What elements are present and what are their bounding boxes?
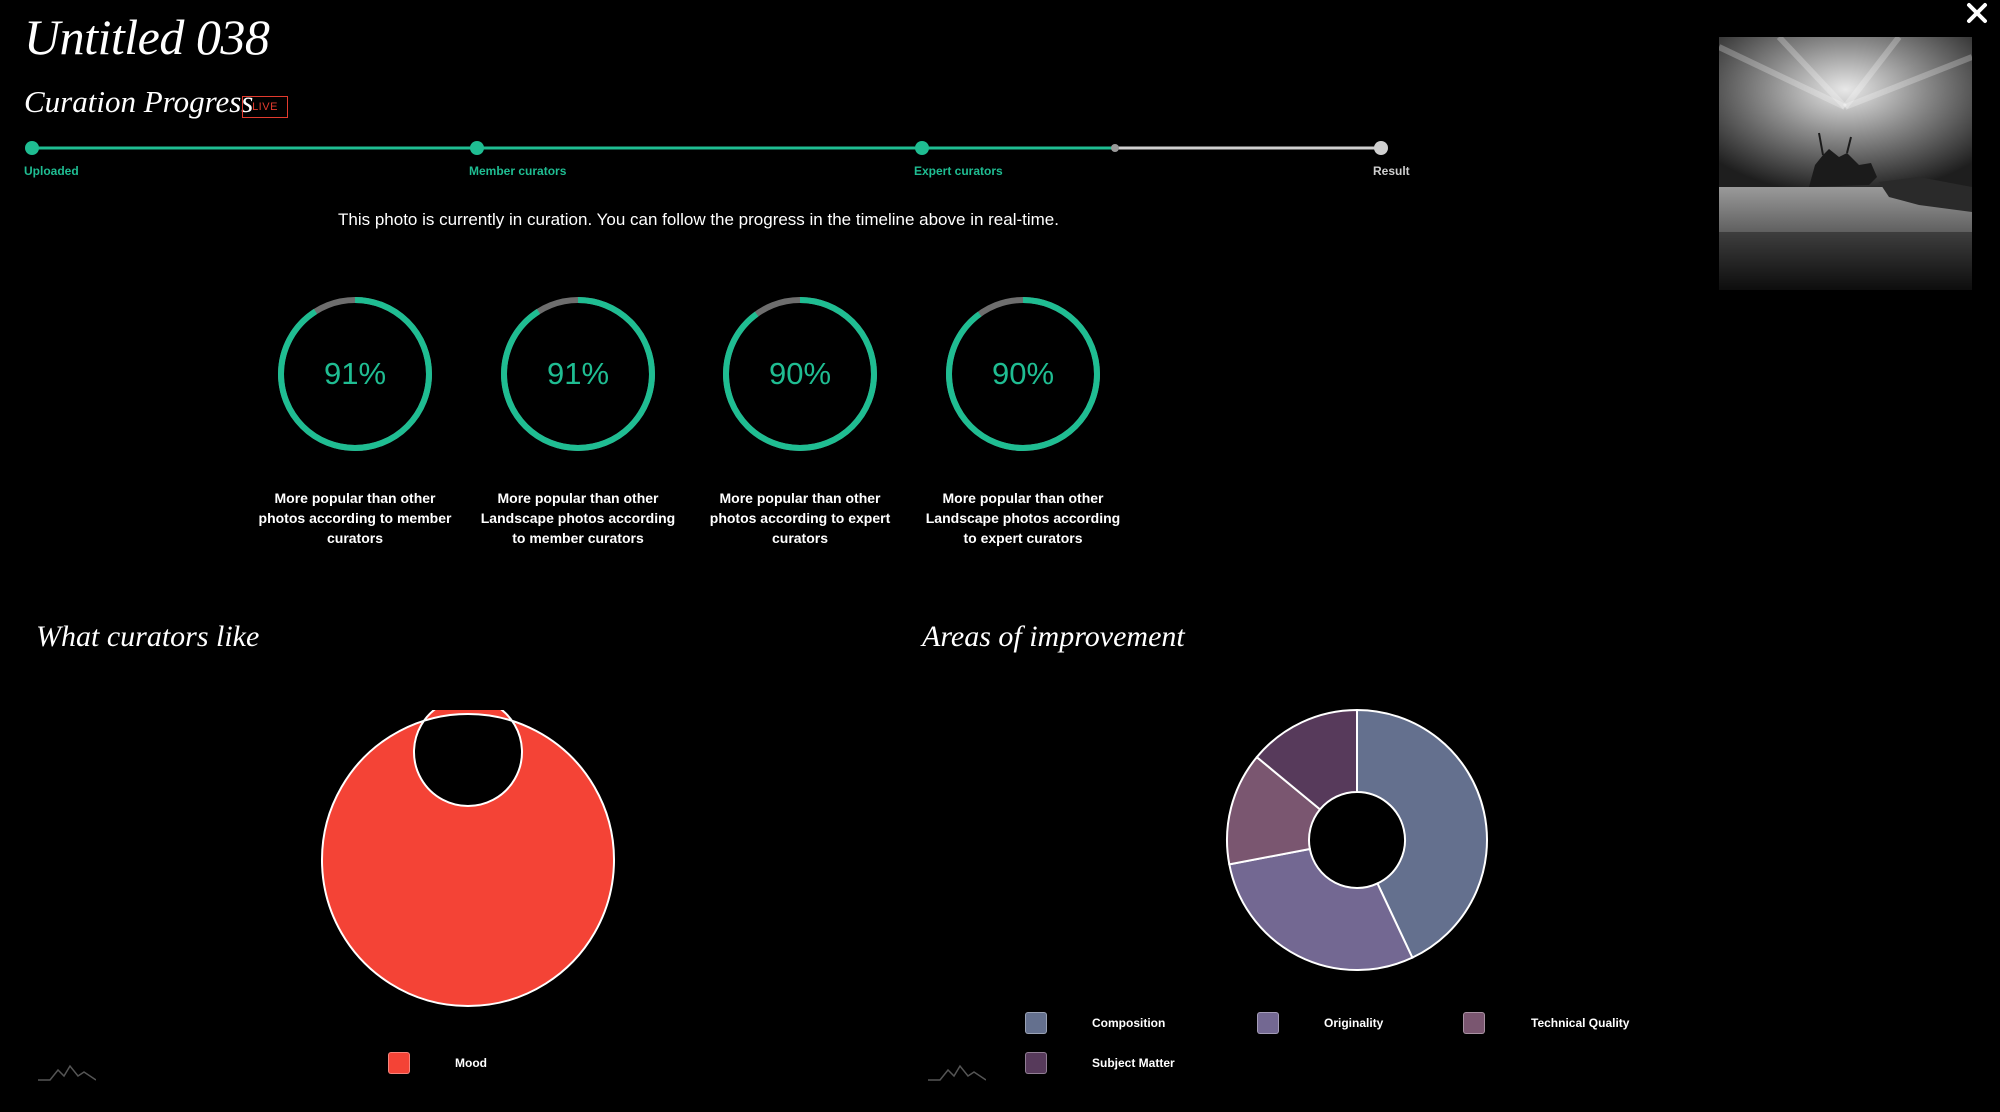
legend-swatch-mood[interactable] bbox=[388, 1052, 410, 1074]
photo-thumbnail[interactable] bbox=[1719, 37, 1972, 290]
likes-title: What curators like bbox=[36, 620, 260, 653]
legend-swatch-originality[interactable] bbox=[1257, 1012, 1279, 1034]
gauge-caption: More popular than other photos according… bbox=[258, 490, 452, 546]
timeline-node-result bbox=[1374, 141, 1388, 155]
gauge-value: 91% bbox=[546, 356, 610, 391]
improvement-slice-subject-matter[interactable] bbox=[1255, 708, 1358, 811]
timeline-progress-marker bbox=[1111, 144, 1119, 152]
legend-label-technical-quality: Technical Quality bbox=[1531, 1016, 1630, 1030]
stage-label-expert-curators: Expert curators bbox=[914, 164, 1003, 178]
gauge-value: 90% bbox=[991, 356, 1055, 391]
close-icon[interactable] bbox=[1964, 0, 1990, 26]
legend-label-composition: Composition bbox=[1092, 1016, 1166, 1030]
gauge-caption: More popular than other Landscape photos… bbox=[480, 490, 676, 546]
mountain-logo-icon bbox=[928, 1064, 986, 1081]
gauge-landscape-expert-curators: 90% bbox=[945, 296, 1101, 452]
likes-donut-chart bbox=[320, 710, 615, 1007]
stage-label-member-curators: Member curators bbox=[469, 164, 567, 178]
legend-label-subject-matter: Subject Matter bbox=[1092, 1056, 1175, 1070]
legend-swatch-composition[interactable] bbox=[1025, 1012, 1047, 1034]
mountain-logo-icon bbox=[38, 1064, 96, 1081]
gauge-caption: More popular than other Landscape photos… bbox=[925, 490, 1121, 546]
legend-swatch-subject-matter[interactable] bbox=[1025, 1052, 1047, 1074]
stage-label-uploaded: Uploaded bbox=[24, 164, 79, 178]
improvement-title: Areas of improvement bbox=[922, 620, 1185, 653]
status-message: This photo is currently in curation. You… bbox=[338, 210, 1059, 229]
legend-swatch-technical-quality[interactable] bbox=[1463, 1012, 1485, 1034]
improvement-slice-composition[interactable] bbox=[1356, 708, 1488, 959]
timeline-node-uploaded bbox=[25, 141, 39, 155]
gauge-member-curators: 91% bbox=[277, 296, 433, 452]
section-title: Curation Progress bbox=[24, 84, 254, 119]
live-badge: LIVE bbox=[242, 96, 288, 118]
gauge-caption: More popular than other photos according… bbox=[709, 490, 891, 546]
gauge-value: 90% bbox=[768, 356, 832, 391]
curation-timeline bbox=[25, 141, 1388, 155]
improvement-donut-chart bbox=[1226, 708, 1488, 971]
stage-label-result: Result bbox=[1373, 164, 1410, 178]
timeline-node-expert-curators bbox=[915, 141, 929, 155]
timeline-node-member-curators bbox=[470, 141, 484, 155]
improvement-slice-originality[interactable] bbox=[1228, 847, 1414, 971]
legend-label-originality: Originality bbox=[1324, 1016, 1384, 1030]
gauge-landscape-member-curators: 91% bbox=[500, 296, 656, 452]
gauge-expert-curators: 90% bbox=[722, 296, 878, 452]
improvement-slice-technical-quality[interactable] bbox=[1226, 755, 1322, 866]
photo-title: Untitled 038 bbox=[24, 9, 270, 65]
likes-slice-mood[interactable] bbox=[320, 710, 615, 1007]
legend-label-mood: Mood bbox=[455, 1056, 487, 1070]
gauge-value: 91% bbox=[323, 356, 387, 391]
